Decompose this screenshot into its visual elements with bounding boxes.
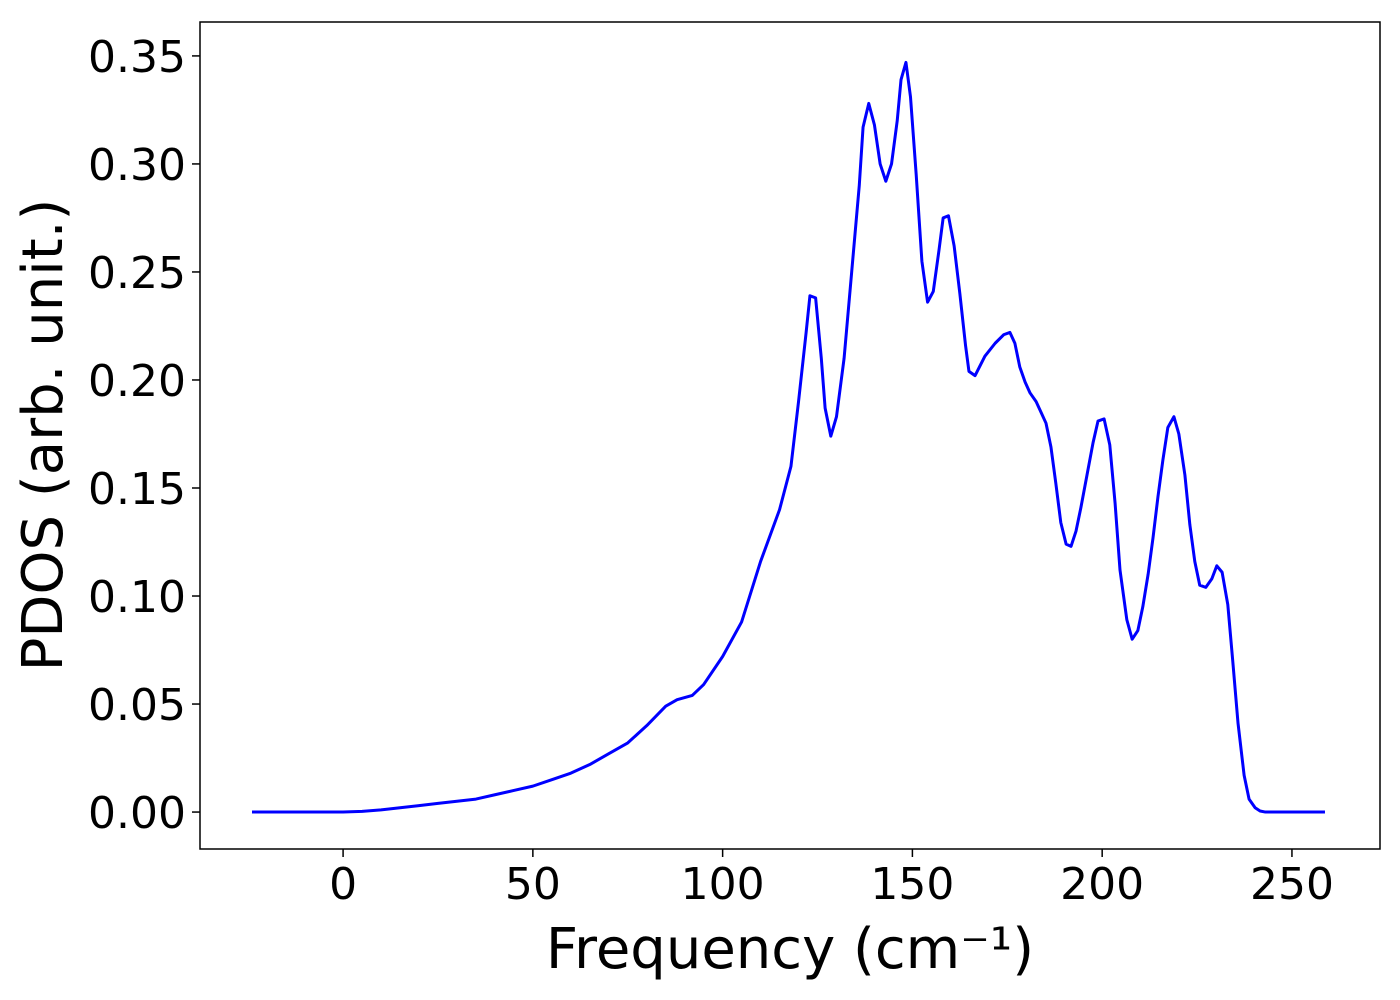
y-tick-label: 0.35 — [88, 32, 186, 83]
y-tick-label: 0.10 — [88, 572, 186, 623]
y-tick-label: 0.00 — [88, 788, 186, 839]
y-tick-label: 0.30 — [88, 140, 186, 191]
y-tick-label: 0.05 — [88, 680, 186, 731]
x-tick-label: 100 — [681, 859, 765, 910]
y-tick-label: 0.15 — [88, 464, 186, 515]
x-tick-label: 150 — [870, 859, 954, 910]
x-tick-label: 0 — [329, 859, 357, 910]
x-axis-label: Frequency (cm⁻¹) — [546, 917, 1034, 982]
plot-frame — [199, 21, 1381, 850]
y-tick-label: 0.25 — [88, 248, 186, 299]
y-axis-label: PDOS (arb. unit.) — [11, 199, 76, 672]
y-tick-label: 0.20 — [88, 356, 186, 407]
data-line — [252, 60, 1325, 814]
x-tick-label: 50 — [505, 859, 561, 910]
x-tick-label: 250 — [1250, 859, 1334, 910]
x-tick-label: 200 — [1060, 859, 1144, 910]
